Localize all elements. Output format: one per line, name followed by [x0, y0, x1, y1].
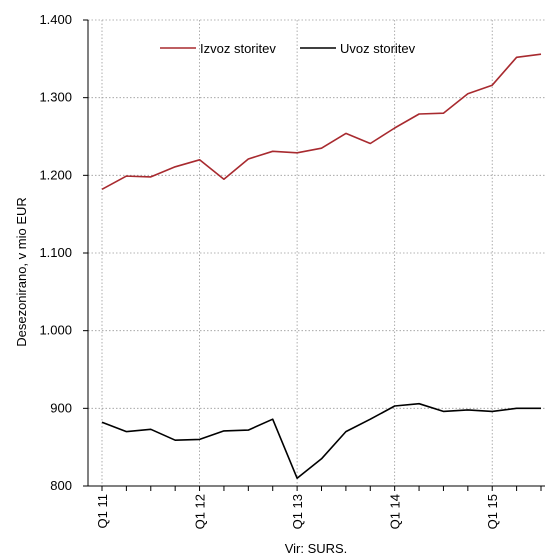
source-note: Vir: SURS.: [285, 541, 348, 556]
x-tick-label: Q1 14: [388, 494, 403, 529]
y-tick-label: 1.200: [39, 167, 72, 182]
x-tick-labels: Q1 11 Q1 12 Q1 13 Q1 14 Q1 15: [95, 494, 500, 529]
axes: [83, 19, 545, 491]
x-tick-label: Q1 13: [290, 494, 305, 529]
y-tick-label: 900: [50, 400, 72, 415]
y-tick-label: 1.300: [39, 90, 72, 105]
y-tick-label: 1.100: [39, 245, 72, 260]
x-tick-label: Q1 12: [193, 494, 208, 529]
legend: Izvoz storitev Uvoz storitev: [160, 41, 416, 56]
x-tick-label: Q1 11: [95, 494, 110, 528]
y-axis-title: Desezonirano, v mio EUR: [14, 197, 29, 347]
x-tick-label: Q1 15: [485, 494, 500, 529]
y-tick-label: 800: [50, 478, 72, 493]
legend-label: Izvoz storitev: [200, 41, 276, 56]
series-lines: [101, 53, 542, 480]
grid-lines: [88, 19, 545, 486]
series-line: [101, 402, 541, 480]
y-tick-labels: 800 900 1.000 1.100 1.200 1.300 1.400: [39, 12, 72, 493]
y-tick-label: 1.000: [39, 323, 72, 338]
legend-label: Uvoz storitev: [340, 41, 416, 56]
series-line: [101, 53, 542, 191]
y-tick-label: 1.400: [39, 12, 72, 27]
